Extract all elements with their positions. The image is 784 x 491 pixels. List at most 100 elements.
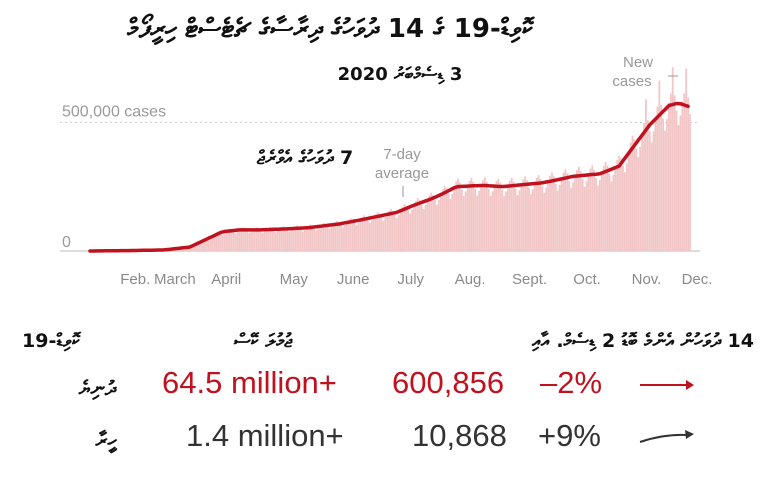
- avg-annotation-line1: 7-day: [383, 146, 421, 163]
- new-cases-bar: [380, 217, 383, 251]
- table-header-covid: ކޮވިޑް-19: [22, 330, 80, 352]
- new-cases-bar: [225, 230, 228, 251]
- new-cases-bar: [620, 158, 622, 251]
- new-cases-bar: [309, 224, 312, 251]
- new-cases-bar: [618, 155, 620, 251]
- new-cases-bar: [608, 173, 611, 251]
- new-cases-bar: [192, 245, 195, 251]
- new-cases-bar: [265, 229, 268, 251]
- new-cases-bar: [338, 222, 341, 251]
- new-cases-bar: [491, 191, 494, 251]
- new-cases-bar: [537, 175, 540, 251]
- new-cases-bar: [190, 245, 193, 251]
- new-cases-bar: [554, 183, 557, 251]
- new-cases-bar: [660, 105, 663, 251]
- new-cases-bar: [367, 220, 369, 251]
- new-cases-bar: [562, 172, 565, 251]
- new-cases-bar: [397, 214, 400, 251]
- new-cases-bar: [493, 184, 496, 251]
- new-cases-bar: [531, 189, 534, 251]
- new-cases-bar: [589, 168, 592, 251]
- new-cases-bar: [382, 220, 385, 251]
- new-cases-bar: [437, 199, 440, 251]
- table-row-label: ދުނިޔެ: [78, 376, 116, 400]
- new-cases-bar: [307, 225, 310, 251]
- new-cases-bar: [230, 229, 233, 251]
- new-cases-bar: [413, 204, 415, 251]
- trend-flat-arrow-icon: [640, 380, 694, 390]
- new-cases-bar: [495, 181, 498, 251]
- x-tick-label: July: [397, 271, 424, 288]
- new-cases-bar: [460, 189, 463, 251]
- new-cases-bar: [441, 189, 444, 251]
- table-cell-change: –2%: [540, 365, 603, 400]
- new-cases-bar: [510, 177, 513, 251]
- new-cases-bar: [485, 181, 488, 251]
- new-cases-bar: [181, 248, 183, 251]
- new-cases-bar: [572, 182, 574, 251]
- new-cases-bar: [547, 180, 550, 251]
- new-cases-bar: [238, 229, 241, 251]
- new-cases-bar: [543, 192, 546, 251]
- new-cases-bar: [533, 182, 536, 251]
- new-cases-bar: [420, 204, 423, 251]
- new-cases-bar: [474, 189, 477, 251]
- new-cases-bar: [436, 204, 438, 251]
- y-tick-label: 500,000 cases: [62, 103, 166, 120]
- new-cases-bar: [424, 205, 427, 251]
- new-cases-annotation-line1: New: [623, 54, 653, 71]
- new-cases-bar: [679, 115, 682, 252]
- new-cases-bar: [206, 239, 208, 251]
- new-cases-bar: [253, 228, 256, 251]
- new-cases-bar: [539, 178, 542, 251]
- new-cases-bar: [551, 172, 553, 251]
- avg-annotation-line2: average: [375, 165, 429, 182]
- new-cases-bar: [361, 217, 364, 251]
- new-cases-bar: [213, 234, 216, 251]
- new-cases-bar: [296, 225, 298, 251]
- new-cases-bar: [407, 209, 410, 251]
- new-cases-bar: [255, 227, 258, 251]
- new-cases-bar: [466, 184, 469, 251]
- new-cases-bar: [449, 198, 452, 251]
- new-cases-bar: [687, 97, 689, 251]
- new-cases-bar: [585, 181, 588, 251]
- new-cases-bar: [319, 225, 321, 251]
- new-cases-bar: [535, 177, 538, 251]
- table-cell-change: +9%: [538, 418, 601, 453]
- new-cases-bar: [215, 232, 218, 251]
- chart-title: ކޮވިޑް-19 ގެ 14 ދުވަހުގެ ދިރާސާގެ ޗެޓެސް…: [127, 14, 533, 44]
- new-cases-bar: [439, 193, 442, 251]
- new-cases-bar: [273, 230, 275, 251]
- new-cases-bar: [564, 169, 567, 251]
- new-cases-bar: [388, 211, 390, 251]
- new-cases-bar: [252, 229, 254, 251]
- y-tick-label: 0: [62, 234, 71, 251]
- new-cases-bar: [198, 242, 201, 251]
- x-tick-label: Oct.: [573, 271, 601, 288]
- new-cases-bar: [332, 224, 335, 251]
- new-cases-bar: [483, 177, 486, 251]
- new-cases-bar: [459, 182, 461, 251]
- new-cases-bar: [200, 240, 203, 251]
- new-cases-bar: [631, 135, 634, 251]
- chart-subtitle: 3 ޑިސެމްބަރު 2020: [337, 64, 463, 85]
- new-cases-bar: [344, 225, 346, 251]
- new-cases-bar: [604, 161, 607, 251]
- new-cases-bar: [627, 151, 630, 251]
- table-cell-avg: 600,856: [392, 365, 505, 400]
- new-cases-bar: [552, 176, 555, 251]
- new-cases-bar: [428, 195, 431, 251]
- new-cases-bar: [294, 226, 297, 251]
- new-cases-bar: [662, 118, 665, 251]
- new-cases-bar: [376, 212, 379, 251]
- new-cases-bar: [482, 180, 484, 251]
- new-cases-bar: [520, 183, 523, 251]
- new-cases-bar: [290, 230, 293, 251]
- new-cases-bar: [497, 178, 500, 251]
- new-cases-bar: [365, 216, 367, 251]
- new-cases-bar: [623, 172, 626, 251]
- new-cases-bar: [374, 214, 377, 251]
- new-cases-bar: [671, 67, 674, 251]
- new-cases-bar: [501, 189, 504, 251]
